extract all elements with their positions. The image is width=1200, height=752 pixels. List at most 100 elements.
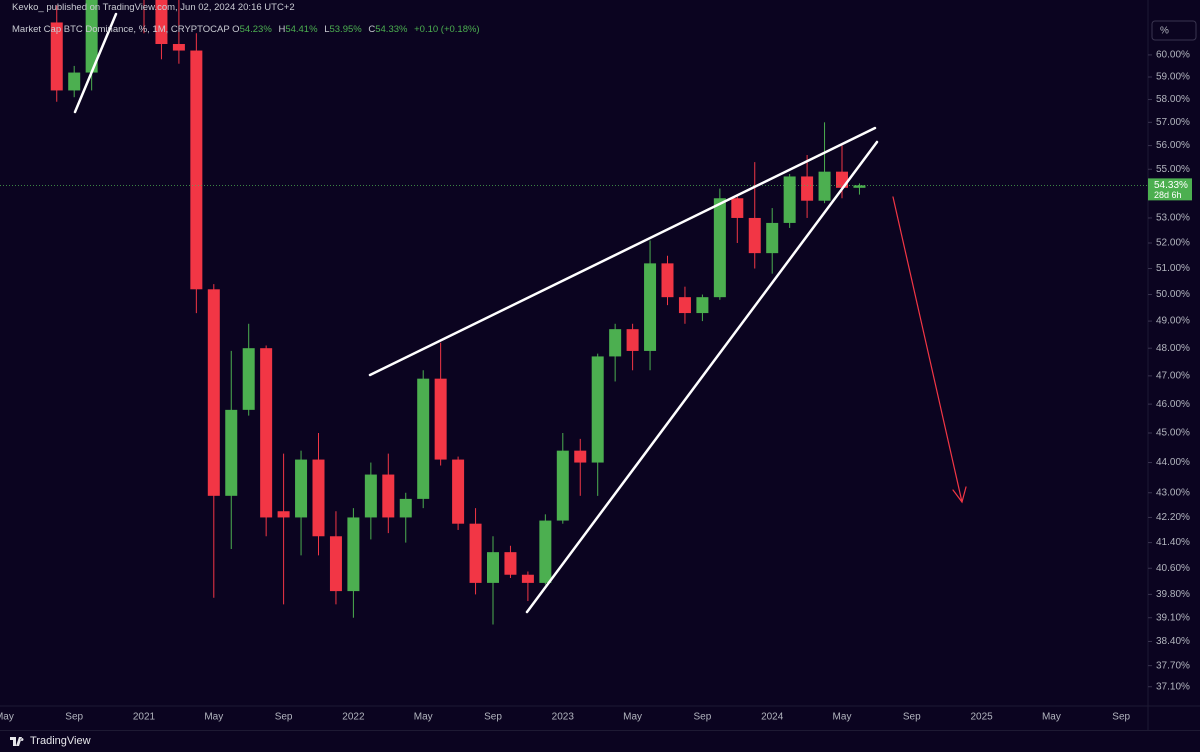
y-tick-label: 42.20% [1156, 512, 1190, 523]
x-tick-label: May [414, 712, 433, 723]
trend-line [525, 140, 879, 614]
x-tick-label: May [623, 712, 642, 723]
candle-body [591, 356, 604, 463]
candle-body [574, 450, 587, 463]
change-label: +0.10 (+0.18%) [414, 24, 480, 35]
y-tick-label: 37.10% [1156, 681, 1190, 692]
y-tick-label: 48.00% [1156, 343, 1190, 354]
ohlc-value: 53.95% [329, 24, 362, 35]
candle-body [853, 185, 866, 188]
candle-body [818, 171, 831, 201]
x-tick-label: Sep [275, 712, 293, 723]
candle-body [452, 459, 465, 524]
candle-body [644, 263, 657, 351]
x-tick-label: 2021 [133, 712, 156, 723]
candle-body [801, 176, 814, 201]
candle-body [172, 44, 185, 51]
candle-body [50, 22, 63, 91]
ohlc-prefix: H [278, 24, 286, 35]
candle-body [609, 329, 622, 357]
chart: % 60.00% 59.00% 58.00% 57.00% 56.00% 55.00% 53… [0, 0, 1200, 730]
candle-body [260, 348, 273, 518]
trend-line [73, 12, 118, 114]
y-tick-label: 45.00% [1156, 428, 1190, 439]
unit-box[interactable] [1151, 20, 1197, 41]
x-tick-label: 2023 [552, 712, 575, 723]
x-tick-label: Sep [1112, 712, 1130, 723]
candle-body [242, 348, 255, 410]
y-tick-label: 46.00% [1156, 399, 1190, 410]
trend-line [368, 126, 877, 377]
candle-body [504, 552, 517, 575]
unit-label: % [1160, 26, 1169, 37]
candle-body [347, 517, 360, 592]
x-tick-label: 2024 [761, 712, 784, 723]
x-tick-label: 2022 [342, 712, 365, 723]
last-price-box [1148, 178, 1192, 201]
y-tick-label: 39.80% [1156, 589, 1190, 600]
y-tick-label: 39.10% [1156, 612, 1190, 623]
drawings [73, 12, 967, 614]
candle-body [521, 574, 534, 583]
series-title: Market Cap BTC Dominance, %, 1M, CRYPTOC… [12, 24, 230, 35]
y-tick-label: 37.70% [1156, 660, 1190, 671]
x-tick-label: May [0, 712, 14, 723]
y-tick-label: 51.00% [1156, 263, 1190, 274]
candle-body [225, 409, 238, 496]
brand-logo [10, 737, 24, 746]
y-tick-label: 40.60% [1156, 563, 1190, 574]
footer: TradingView [0, 730, 1200, 752]
axes: 60.00% 59.00% 58.00% 57.00% 56.00% 55.00% 53.0… [0, 50, 1192, 723]
y-tick-label: 52.00% [1156, 238, 1190, 249]
countdown-label: 28d 6h [1154, 190, 1182, 200]
ohlc-prefix: C [368, 24, 376, 35]
y-tick-label: 55.00% [1156, 164, 1190, 175]
ohlc-prefix: L [324, 24, 330, 35]
ohlc-value: 54.23% [239, 24, 272, 35]
candle-body [678, 297, 691, 314]
candle-body [364, 474, 377, 518]
y-tick-label: 50.00% [1156, 289, 1190, 300]
candle-body [731, 198, 744, 218]
candle-body [399, 498, 412, 518]
y-tick-label: 49.00% [1156, 316, 1190, 327]
candle-body [661, 263, 674, 298]
y-tick-label: 59.00% [1156, 72, 1190, 83]
y-tick-label: 57.00% [1156, 117, 1190, 128]
x-tick-label: May [1042, 712, 1061, 723]
x-tick-label: May [204, 712, 223, 723]
y-tick-label: 47.00% [1156, 370, 1190, 381]
candle-body [487, 552, 499, 583]
candle-body [295, 459, 308, 518]
candle-body [277, 511, 290, 518]
candle-body [766, 222, 779, 254]
x-tick-label: Sep [65, 712, 83, 723]
candle-body [85, 0, 98, 73]
candle-body [469, 523, 482, 583]
x-tick-label: Sep [903, 712, 921, 723]
candle-body [190, 50, 203, 290]
y-tick-label: 41.40% [1156, 537, 1190, 548]
ohlc-value: 54.33% [375, 24, 408, 35]
candle-body [556, 450, 569, 521]
candle-body [329, 536, 342, 592]
candle-body [207, 289, 220, 496]
y-tick-label: 53.00% [1156, 213, 1190, 224]
candle-body [434, 378, 447, 460]
plot-area [0, 0, 1148, 625]
legend: Market Cap BTC Dominance, %, 1M, CRYPTOC… [12, 24, 484, 35]
brand: TradingView [30, 735, 91, 747]
y-tick-label: 38.40% [1156, 636, 1190, 647]
candle-body [417, 378, 430, 499]
candle-body [713, 198, 726, 298]
ohlc-value: 54.41% [285, 24, 318, 35]
y-tick-label: 56.00% [1156, 140, 1190, 151]
published-note: Kevko_ published on TradingView.com, Jun… [12, 2, 295, 13]
candle-body [539, 520, 552, 583]
candle-body [68, 72, 81, 91]
arrow [892, 196, 963, 503]
candle-body [155, 0, 168, 45]
candle-body [748, 217, 761, 254]
candle-body [696, 297, 709, 314]
